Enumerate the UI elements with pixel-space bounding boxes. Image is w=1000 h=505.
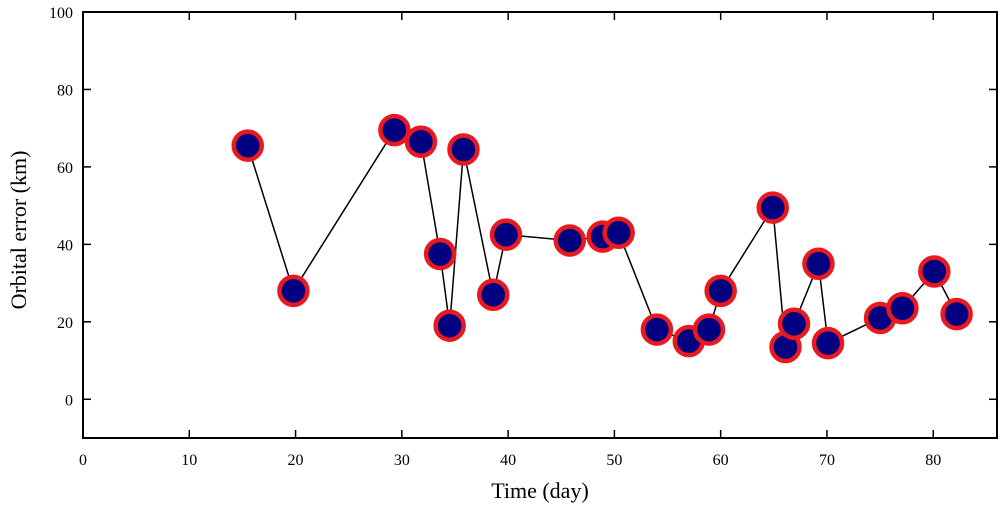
- data-point: [640, 313, 674, 346]
- x-tick-label: 10: [181, 452, 197, 469]
- x-tick-label: 60: [713, 452, 729, 469]
- plot-frame: [82, 11, 998, 439]
- data-point: [811, 326, 845, 360]
- data-point: [433, 309, 466, 342]
- data-point: [447, 133, 480, 166]
- y-tick-label: 40: [57, 237, 73, 254]
- data-point: [423, 237, 457, 271]
- data-point: [756, 191, 790, 224]
- data-point: [940, 297, 973, 331]
- data-point: [378, 113, 411, 147]
- x-tick-label: 50: [606, 452, 622, 469]
- x-axis-title: Time (day): [491, 478, 589, 503]
- data-point: [476, 278, 510, 311]
- x-tick-label: 40: [500, 452, 516, 469]
- data-points: [231, 113, 973, 364]
- x-tick-label: 20: [288, 452, 304, 469]
- data-point: [277, 274, 310, 308]
- data-point: [704, 274, 737, 308]
- data-point: [777, 307, 811, 341]
- data-point: [886, 292, 919, 325]
- x-tick-label: 30: [394, 452, 410, 469]
- y-tick-label: 100: [49, 5, 73, 22]
- y-axis-title: Orbital error (km): [6, 151, 31, 310]
- data-point: [602, 216, 635, 249]
- y-tick-label: 20: [57, 315, 73, 332]
- y-tick-label: 0: [65, 392, 73, 409]
- data-point: [489, 218, 523, 251]
- y-axis-ticks: 0 20 40 60 80 100: [49, 5, 997, 409]
- x-tick-label: 70: [819, 452, 835, 469]
- data-point: [918, 255, 951, 288]
- y-tick-label: 80: [57, 82, 73, 99]
- data-point: [553, 224, 587, 257]
- x-tick-label: 0: [79, 452, 87, 469]
- x-tick-label: 80: [925, 452, 941, 469]
- y-tick-label: 60: [57, 160, 73, 177]
- data-point: [692, 313, 726, 346]
- x-axis-ticks: 0 10 20 30 40 50 60 70 80: [79, 12, 941, 469]
- data-point: [404, 125, 438, 158]
- data-point: [231, 129, 264, 162]
- data-point: [802, 247, 835, 280]
